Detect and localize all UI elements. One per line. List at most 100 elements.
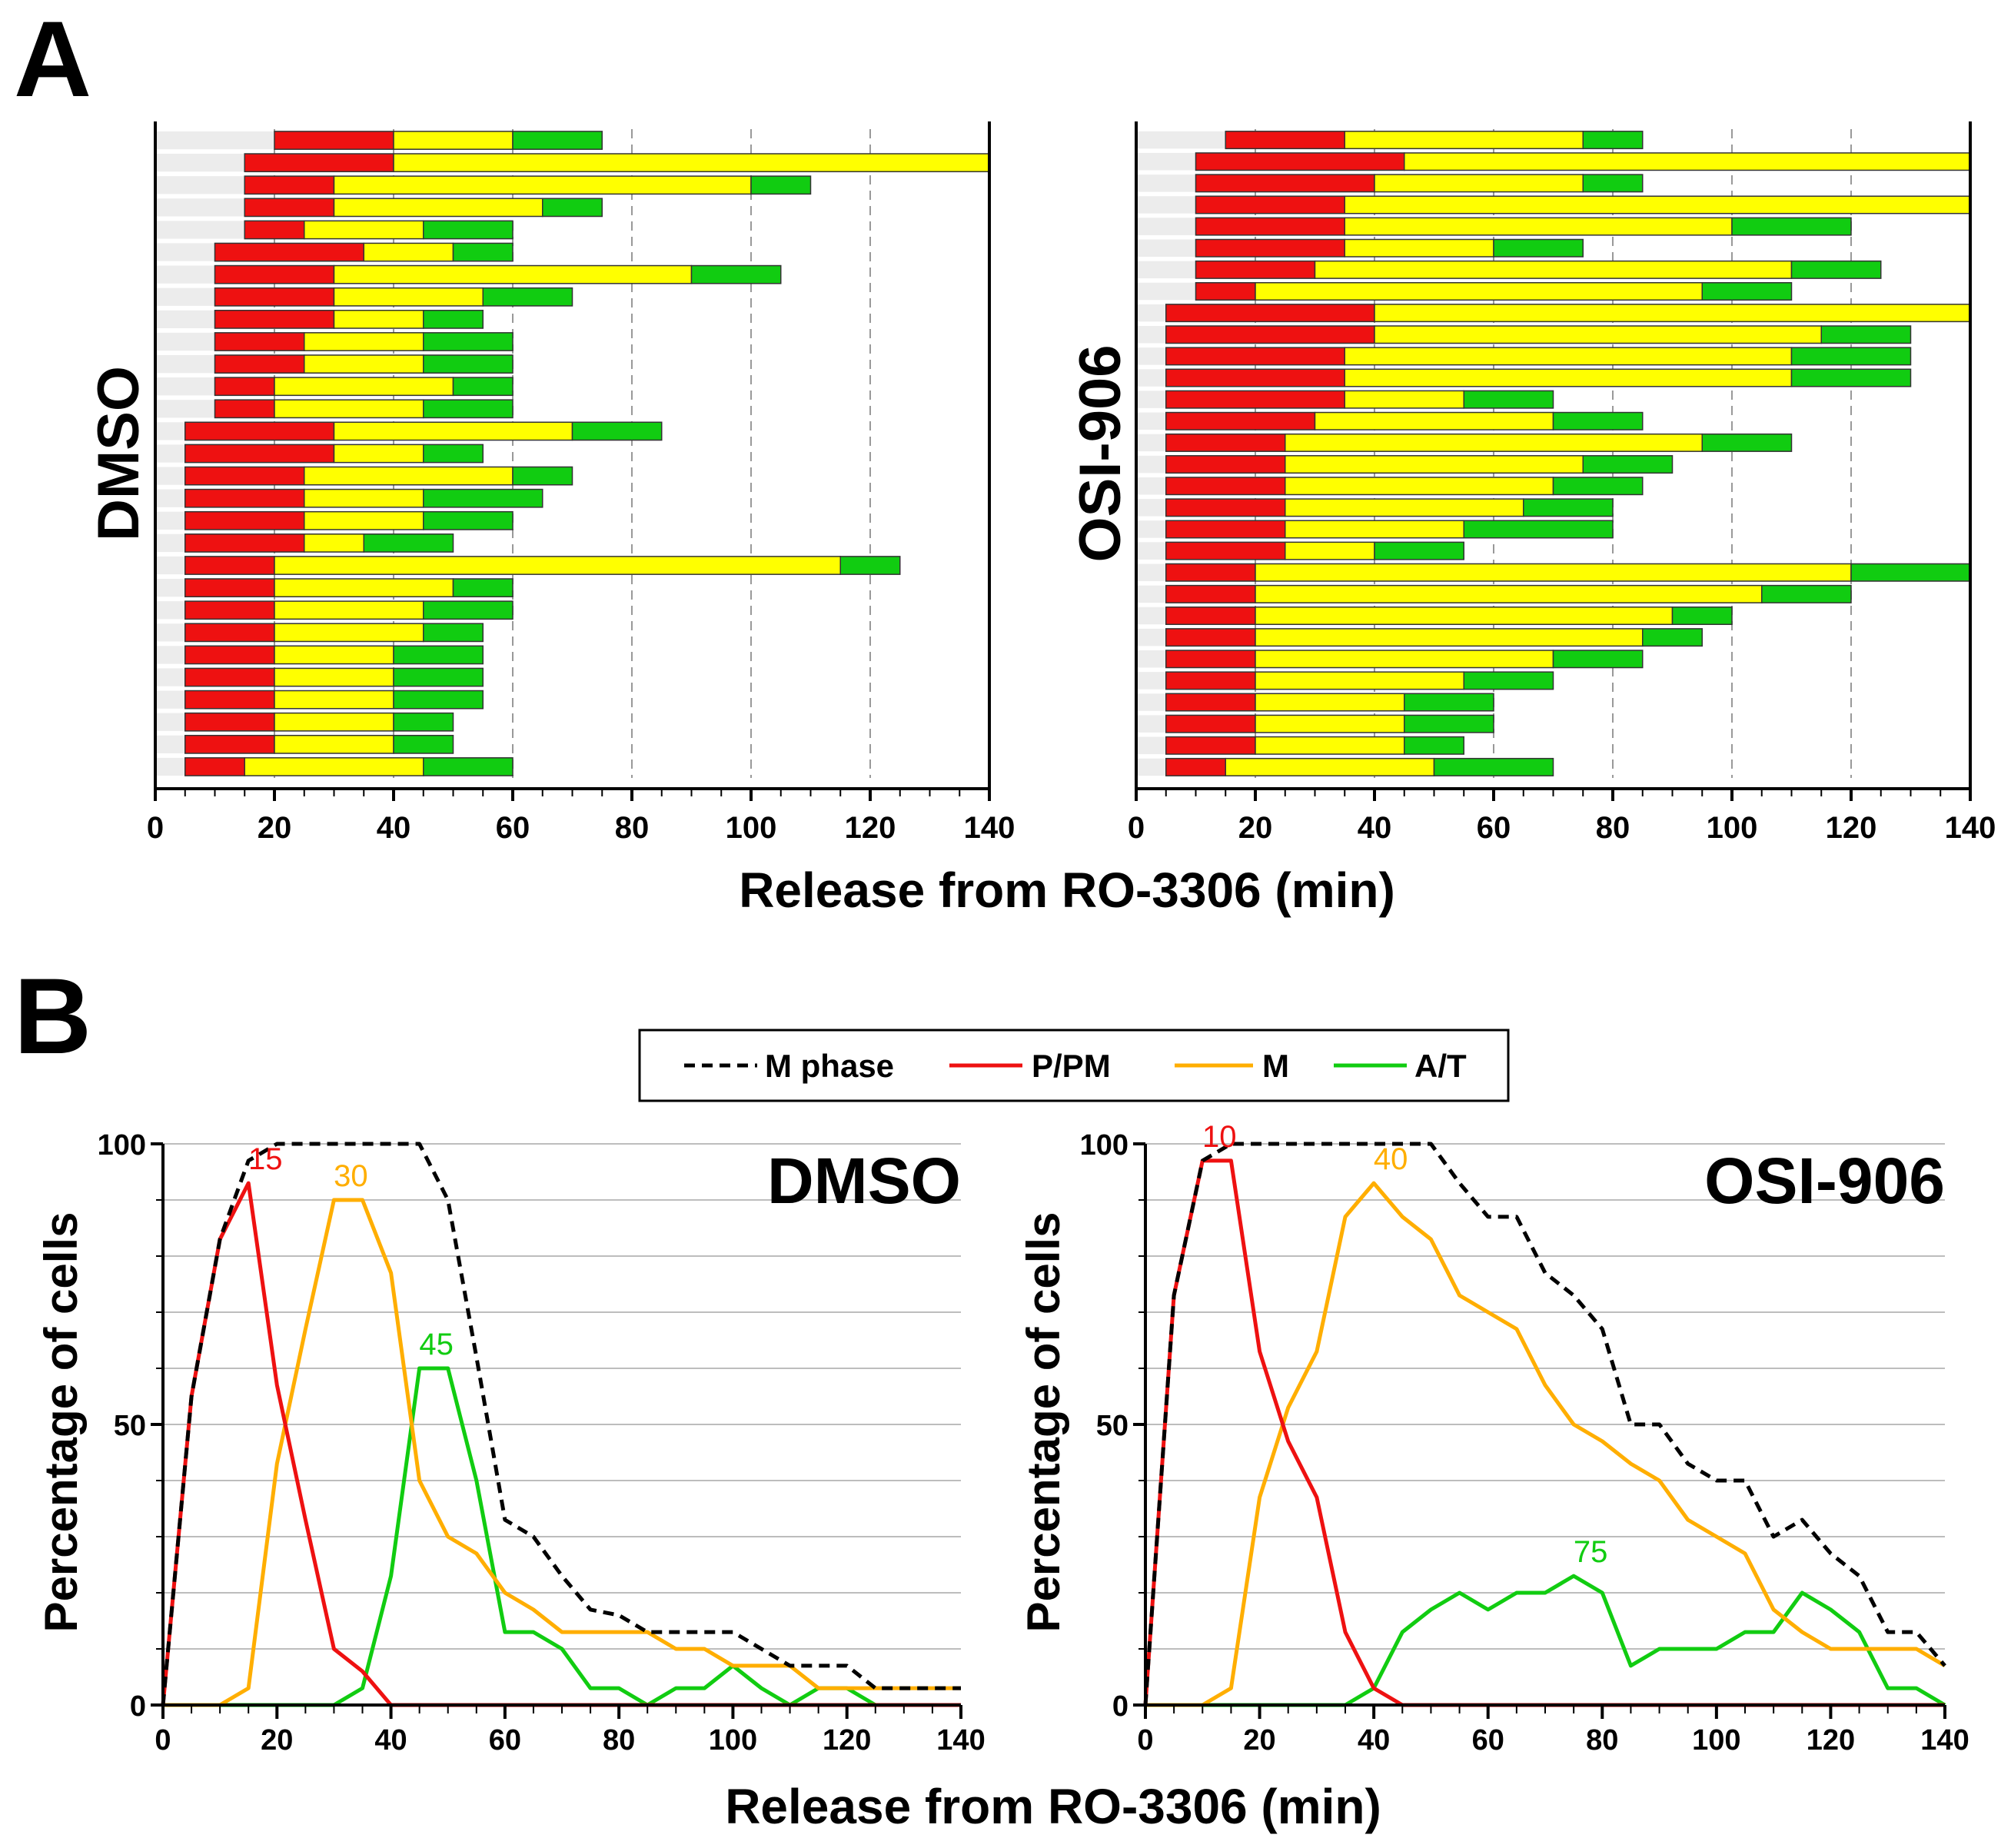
x-tick-label: 20 — [1243, 1724, 1275, 1757]
at-segment — [423, 399, 514, 419]
pp-segment — [184, 510, 305, 530]
at-line — [1145, 1574, 1946, 1707]
row-background — [1136, 542, 1166, 560]
m-segment — [304, 332, 424, 351]
timeline-chart-osi906: 0 20 40 60 80 100 120 140 OSI-906 — [1068, 121, 1996, 845]
x-tick-label: 140 — [964, 811, 1015, 845]
pp-segment — [184, 444, 335, 464]
pp-segment — [214, 377, 275, 397]
at-segment — [512, 466, 573, 486]
pp-segment — [184, 734, 275, 754]
line-ylabel-osi906: Percentage of cells — [1018, 1212, 1069, 1633]
row-background — [155, 511, 185, 530]
row-background — [1136, 628, 1166, 646]
m-segment — [244, 757, 424, 776]
pp-segment — [184, 600, 275, 620]
pp-segment — [1165, 650, 1256, 669]
at-segment — [423, 444, 484, 464]
pp-segment — [184, 578, 275, 598]
at-segment — [482, 287, 573, 307]
row-background — [155, 176, 245, 194]
m-segment — [333, 198, 543, 218]
at-segment — [1374, 541, 1464, 560]
at-segment — [393, 690, 484, 710]
pp-segment — [1165, 477, 1286, 496]
x-tick-label: 140 — [1945, 811, 1996, 845]
row-background — [155, 444, 185, 463]
at-segment — [1701, 433, 1793, 452]
m-segment — [304, 354, 424, 374]
row-background — [155, 243, 215, 261]
timeline-title-osi906: OSI-906 — [1068, 344, 1133, 562]
row-background — [1136, 326, 1166, 344]
at-segment — [423, 757, 514, 776]
m-segment — [1225, 757, 1435, 776]
legend-at-label: A/T — [1414, 1048, 1467, 1084]
peak-annotation: 45 — [419, 1328, 454, 1361]
x-tick-label: 100 — [1707, 811, 1758, 845]
x-tick-label: 100 — [726, 811, 777, 845]
pp-segment — [244, 220, 305, 240]
m-segment — [304, 220, 424, 240]
pp-segment — [1165, 628, 1256, 647]
row-background — [1136, 239, 1196, 257]
pp-segment — [1195, 217, 1345, 236]
pp-segment — [1165, 520, 1286, 539]
pp-segment — [1165, 347, 1345, 366]
m-segment — [1255, 693, 1405, 712]
m-segment — [1285, 541, 1375, 560]
pp-segment — [1165, 304, 1375, 323]
peak-annotation: 75 — [1574, 1535, 1608, 1569]
at-segment — [750, 175, 812, 195]
at-segment — [1463, 671, 1554, 690]
pp-segment — [1165, 541, 1286, 560]
at-segment — [1552, 411, 1644, 430]
pp-segment — [214, 309, 335, 329]
m-segment — [1255, 281, 1703, 301]
m-segment — [1404, 152, 1971, 171]
at-segment — [452, 578, 514, 598]
at-segment — [423, 488, 543, 508]
x-tick-label: 60 — [489, 1724, 521, 1757]
line-xlabel: Release from RO-3306 (min) — [725, 1779, 1381, 1834]
m-segment — [1374, 325, 1822, 344]
line-title-dmso: DMSO — [767, 1145, 961, 1217]
y-tick-label: 100 — [98, 1129, 146, 1162]
m-segment — [1255, 736, 1405, 755]
row-background — [1136, 369, 1166, 387]
pp-segment — [1165, 563, 1256, 582]
at-segment — [393, 667, 484, 687]
row-background — [155, 288, 215, 306]
x-tick-label: 140 — [936, 1724, 985, 1757]
y-tick-label: 50 — [1096, 1410, 1128, 1442]
pp-segment — [274, 131, 394, 150]
row-background — [1136, 715, 1166, 733]
x-tick-label: 60 — [1477, 811, 1511, 845]
x-tick-label: 0 — [147, 811, 164, 845]
row-background — [1136, 218, 1196, 235]
row-background — [155, 310, 215, 329]
timeline-xlabel: Release from RO-3306 (min) — [739, 863, 1395, 918]
peak-annotation: 40 — [1374, 1142, 1408, 1176]
m-segment — [333, 264, 693, 284]
pp-segment — [1165, 693, 1256, 712]
pp-segment — [1195, 238, 1345, 258]
row-background — [1136, 563, 1166, 581]
pp-segment — [1165, 411, 1316, 430]
pp-segment — [184, 533, 305, 553]
at-segment — [1404, 714, 1494, 733]
at-segment — [1582, 131, 1644, 150]
row-background — [155, 198, 245, 217]
m-segment — [1255, 563, 1852, 582]
m-segment — [1285, 433, 1703, 452]
at-segment — [1463, 390, 1554, 409]
row-background — [1136, 347, 1166, 365]
row-background — [155, 556, 185, 575]
row-background — [1136, 174, 1196, 192]
legend-m-phase-label: M phase — [765, 1048, 894, 1084]
row-background — [155, 757, 185, 776]
x-tick-label: 120 — [1826, 811, 1877, 845]
m-line — [1145, 1181, 1946, 1707]
at-segment — [571, 421, 663, 441]
